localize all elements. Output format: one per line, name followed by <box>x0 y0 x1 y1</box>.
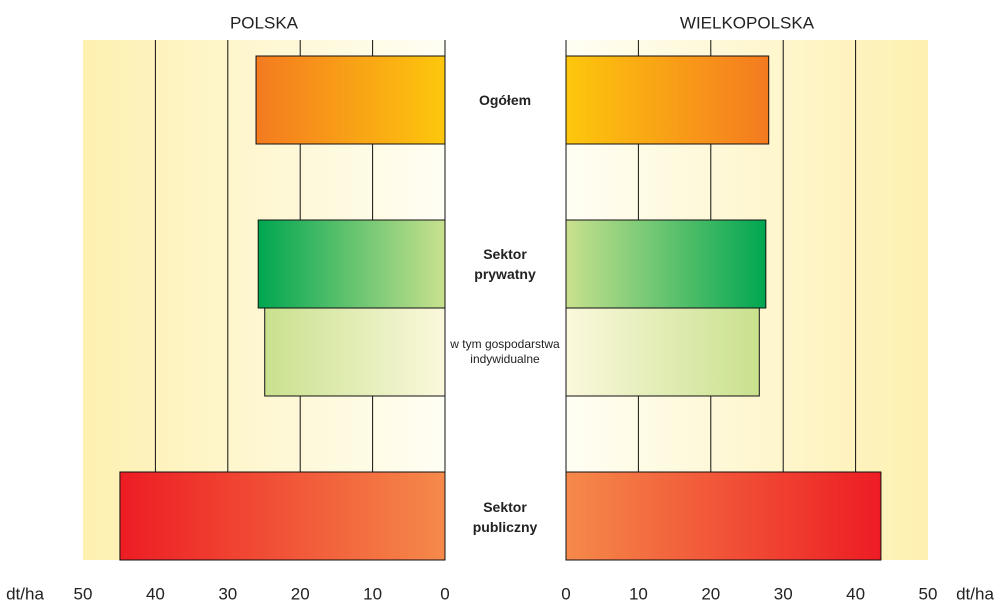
x-tick-label: 20 <box>701 584 720 603</box>
x-axis-label: dt/ha <box>956 584 994 603</box>
x-tick-label: 10 <box>629 584 648 603</box>
x-tick-label: 40 <box>146 584 165 603</box>
x-tick-label: 10 <box>363 584 382 603</box>
bar <box>119 471 446 561</box>
category-label: w tym gospodarstwa indywidualne <box>450 337 560 366</box>
bar <box>264 307 446 397</box>
x-tick-label: 50 <box>919 584 938 603</box>
bar <box>565 219 767 309</box>
bar <box>565 307 760 397</box>
x-axis-label: dt/ha <box>6 584 44 603</box>
category-label: Sektor prywatny <box>474 246 536 282</box>
category-label: Sektor publiczny <box>472 499 538 535</box>
x-tick-label: 30 <box>774 584 793 603</box>
bar <box>565 55 770 145</box>
x-tick-label: 0 <box>561 584 570 603</box>
chart-title: POLSKA <box>230 13 299 32</box>
x-tick-label: 20 <box>291 584 310 603</box>
x-tick-label: 30 <box>218 584 237 603</box>
chart-title: WIELKOPOLSKA <box>680 13 815 32</box>
x-tick-label: 0 <box>440 584 449 603</box>
bar <box>255 55 446 145</box>
x-tick-label: 40 <box>846 584 865 603</box>
category-label: Ogółem <box>478 92 532 108</box>
x-tick-label: 50 <box>74 584 93 603</box>
bar <box>257 219 446 309</box>
bar <box>565 471 882 561</box>
